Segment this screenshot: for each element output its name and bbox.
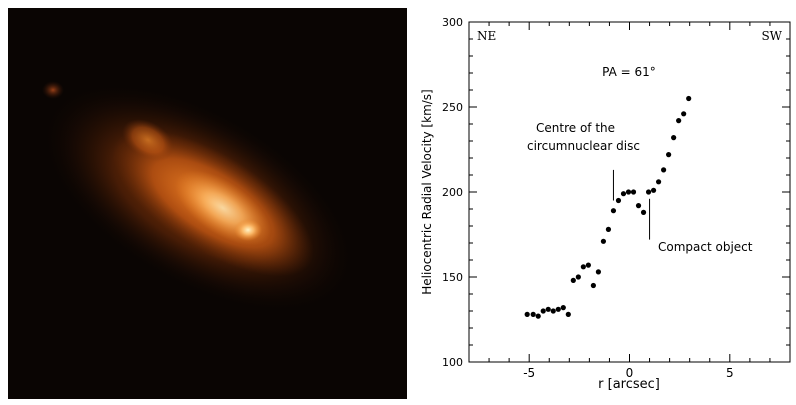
annotation-disc-line2: circumnuclear disc <box>527 139 640 153</box>
data-point <box>535 313 541 319</box>
data-point <box>555 306 561 312</box>
data-point <box>565 311 571 317</box>
data-point <box>681 111 687 117</box>
data-point <box>540 308 546 314</box>
data-point <box>676 118 682 124</box>
axis-ticks <box>468 21 791 363</box>
galaxy-arm-knot <box>122 119 174 161</box>
tick-labels: -5 0 5 100 150 200 250 300 <box>442 16 734 380</box>
data-point <box>524 311 530 317</box>
y-axis-label: Heliocentric Radial Velocity [km/s] <box>420 89 434 294</box>
x-tick-label: 0 <box>626 366 634 380</box>
data-point <box>530 311 536 317</box>
data-point <box>630 189 637 195</box>
y-tick-label: 300 <box>442 16 463 29</box>
data-point <box>645 189 652 195</box>
galaxy-nucleus <box>234 219 262 241</box>
data-point <box>671 135 677 141</box>
x-axis-label: r [arcsec] <box>598 377 660 392</box>
x-tick-label: -5 <box>523 366 535 380</box>
data-points <box>524 95 692 319</box>
data-point <box>655 179 662 185</box>
data-point <box>625 189 632 195</box>
data-point <box>605 226 612 232</box>
data-point <box>635 203 642 209</box>
data-point <box>550 308 556 314</box>
corner-label-ne: NE <box>477 29 496 43</box>
galaxy-satellite-blob <box>42 81 64 99</box>
data-point <box>595 269 602 275</box>
data-point <box>580 264 586 270</box>
data-point <box>610 208 617 214</box>
data-point <box>640 209 647 215</box>
x-tick-label: 5 <box>726 366 734 380</box>
y-tick-label: 200 <box>442 186 463 199</box>
y-tick-label: 150 <box>442 271 463 284</box>
y-tick-label: 250 <box>442 101 463 114</box>
data-point <box>650 187 657 193</box>
y-tick-label: 100 <box>442 356 463 369</box>
data-point <box>661 167 667 173</box>
data-point <box>686 95 692 102</box>
data-point <box>575 274 581 280</box>
galaxy-image <box>8 8 407 399</box>
position-angle-label: PA = 61° <box>602 65 656 79</box>
annotation-compact: Compact object <box>658 240 753 254</box>
data-point <box>545 306 551 312</box>
annotation-disc-line1: Centre of the <box>536 121 615 135</box>
data-point <box>560 305 566 311</box>
data-point <box>620 191 627 197</box>
data-point <box>615 197 622 204</box>
data-point <box>590 282 596 289</box>
annotation-pointers <box>612 169 651 240</box>
corner-label-sw: SW <box>761 29 782 43</box>
data-point <box>570 277 576 283</box>
data-point <box>585 262 591 268</box>
data-point <box>666 152 672 158</box>
data-point <box>600 238 607 244</box>
velocity-chart: -5 0 5 100 150 200 250 300 r [arcsec] Heliocent… <box>420 16 791 392</box>
